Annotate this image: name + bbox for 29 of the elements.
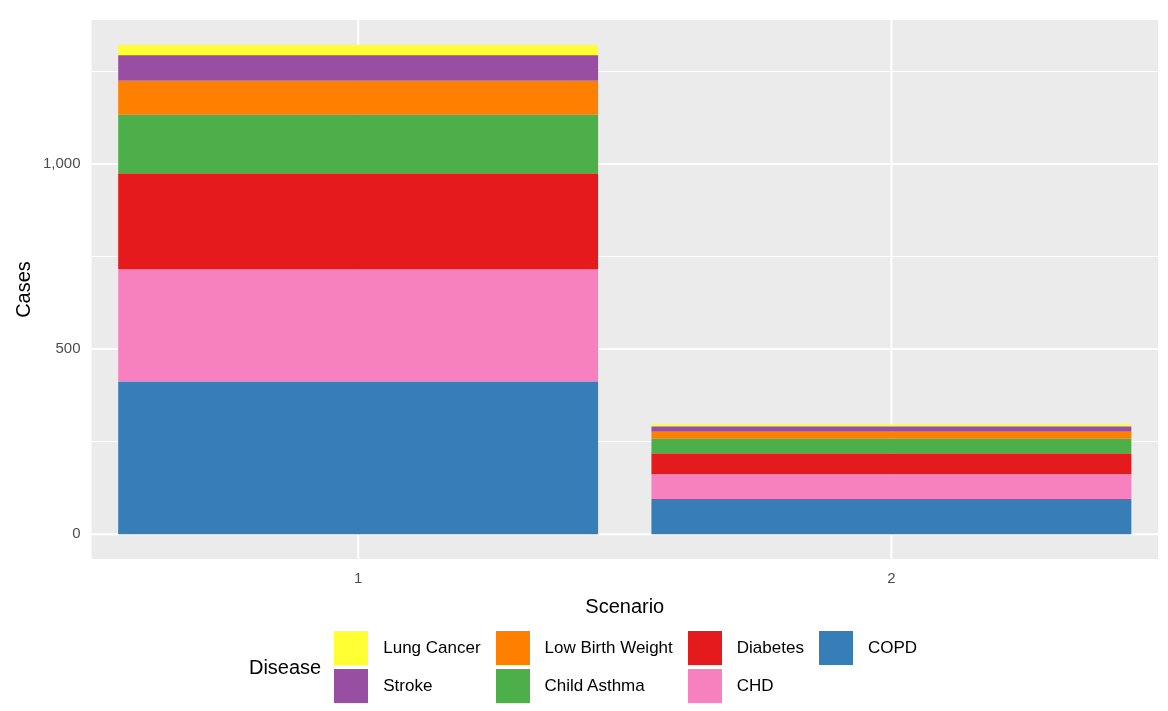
bar: [118, 381, 599, 535]
bar: [651, 474, 1132, 500]
bar: [651, 424, 1132, 427]
bar: [118, 80, 599, 115]
x-axis-title: Scenario: [585, 594, 665, 617]
x-tick-label: 1: [353, 569, 363, 587]
y-tick-label: 0: [72, 524, 81, 542]
bar: [118, 269, 599, 382]
legend-label: CHD: [736, 676, 774, 696]
y-tick-label: 1,000: [42, 154, 81, 172]
y-tick-label: 500: [55, 339, 81, 357]
bar: [118, 114, 599, 174]
bar: [118, 44, 599, 56]
x-tick-label: 2: [887, 569, 896, 587]
legend-label: Stroke: [383, 676, 433, 696]
bar: [118, 55, 599, 81]
legend-label: Diabetes: [736, 638, 804, 658]
bar: [118, 174, 599, 270]
legend-label: COPD: [867, 638, 918, 658]
legend-title: Disease: [248, 655, 322, 679]
bar: [651, 431, 1132, 439]
bar: [651, 426, 1132, 432]
bar: [651, 499, 1132, 535]
bar: [651, 453, 1132, 475]
legend-label: Child Asthma: [544, 676, 645, 696]
y-axis-title: Cases: [11, 261, 34, 318]
legend-label: Lung Cancer: [383, 638, 481, 658]
legend-label: Low Birth Weight: [544, 638, 673, 658]
bar: [651, 438, 1132, 454]
